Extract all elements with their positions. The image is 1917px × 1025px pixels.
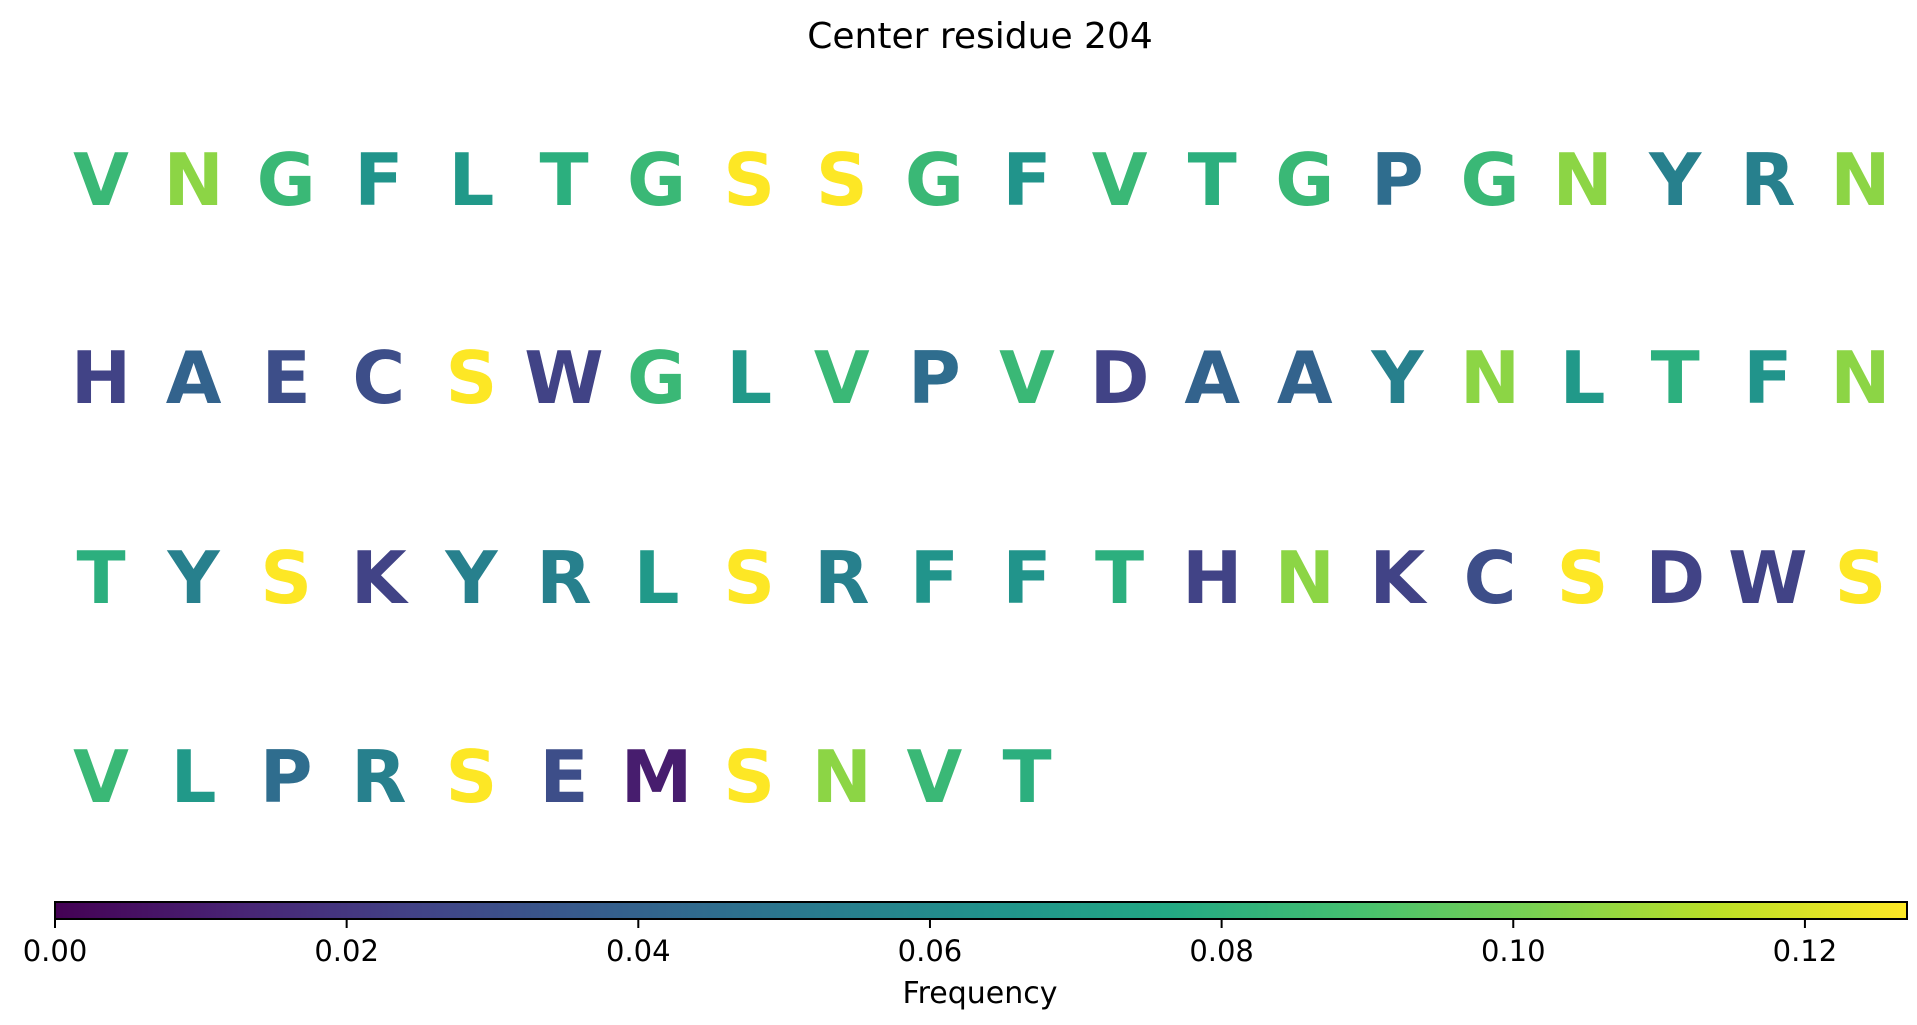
residue-letter: T [1651, 336, 1700, 420]
residue-letter: V [1092, 138, 1148, 222]
residue-letter: S [723, 536, 775, 620]
residue-letter: S [816, 138, 868, 222]
chart-title: Center residue 204 [807, 16, 1153, 57]
residue-letter: L [634, 536, 680, 620]
residue-letter: G [627, 336, 686, 420]
residue-letter: D [1090, 336, 1150, 420]
colorbar-tick-label: 0.12 [1773, 934, 1838, 968]
residue-letter: V [999, 336, 1055, 420]
residue-letter: R [351, 735, 406, 819]
residue-letter: C [352, 336, 405, 420]
residue-letter: T [1095, 536, 1144, 620]
residue-letter: A [1184, 336, 1240, 420]
residue-letter: A [166, 336, 222, 420]
residue-letter: M [621, 735, 693, 819]
residue-letter: S [445, 735, 497, 819]
residue-letter: N [1460, 336, 1520, 420]
residue-letter: H [1182, 536, 1242, 620]
residue-letter: W [1728, 536, 1807, 620]
residue-letter: E [539, 735, 588, 819]
residue-letter: N [1552, 138, 1612, 222]
residue-letter: V [73, 138, 129, 222]
residue-letter: T [1188, 138, 1237, 222]
residue-letter: S [260, 536, 312, 620]
residue-letter: F [1743, 336, 1792, 420]
residue-letter: P [260, 735, 313, 819]
colorbar-tick-label: 0.06 [898, 934, 963, 968]
residue-letter: N [1830, 138, 1890, 222]
residue-letter: S [723, 735, 775, 819]
residue-letter: S [445, 336, 497, 420]
residue-letter: V [814, 336, 870, 420]
residue-letter: Y [1648, 138, 1702, 222]
residue-letter: C [1464, 536, 1517, 620]
colorbar-gradient [54, 901, 1908, 920]
residue-letter: A [1277, 336, 1333, 420]
residue-letter: N [1830, 336, 1890, 420]
residue-letter: N [812, 735, 872, 819]
residue-letter: G [905, 138, 964, 222]
residue-letter: F [354, 138, 403, 222]
residue-letter: W [524, 336, 603, 420]
residue-letter: N [163, 138, 223, 222]
residue-letter: L [726, 336, 772, 420]
residue-letter: F [910, 536, 959, 620]
residue-letter: R [814, 536, 869, 620]
residue-letter: P [908, 336, 961, 420]
residue-letter: P [1371, 138, 1424, 222]
residue-letter: G [1460, 138, 1519, 222]
residue-letter: V [73, 735, 129, 819]
residue-letter: H [71, 336, 131, 420]
residue-letter: E [262, 336, 311, 420]
residue-letter: S [1557, 536, 1609, 620]
colorbar-tick-label: 0.04 [606, 934, 671, 968]
colorbar-tick-label: 0.08 [1189, 934, 1254, 968]
residue-letter: K [1370, 536, 1428, 620]
residue-letter: S [1834, 536, 1886, 620]
residue-letter: L [171, 735, 217, 819]
residue-letter: F [1002, 138, 1051, 222]
residue-letter: T [1002, 735, 1051, 819]
colorbar-tick-label: 0.10 [1481, 934, 1546, 968]
residue-letter: G [627, 138, 686, 222]
residue-letter: R [1740, 138, 1795, 222]
residue-letter: L [448, 138, 494, 222]
residue-letter: R [536, 536, 591, 620]
residue-letter: V [907, 735, 963, 819]
residue-letter: L [1560, 336, 1606, 420]
residue-letter: Y [444, 536, 498, 620]
residue-letter: N [1275, 536, 1335, 620]
residue-grid: V N G F L T G S S G F V T G P G N Y R NH A E C S W G L V P V D A A Y N L T F N… [71, 138, 1891, 819]
residue-letter: F [1002, 536, 1051, 620]
residue-letter: K [351, 536, 409, 620]
residue-letter: Y [1370, 336, 1424, 420]
residue-letter: G [1275, 138, 1334, 222]
residue-letter: Y [167, 536, 221, 620]
residue-letter: T [539, 138, 588, 222]
residue-letter: S [723, 138, 775, 222]
residue-letter: D [1645, 536, 1705, 620]
colorbar-tick-label: 0.00 [23, 934, 88, 968]
colorbar-tick-label: 0.02 [314, 934, 379, 968]
residue-letter: T [76, 536, 125, 620]
residue-letter: G [257, 138, 316, 222]
colorbar-ticks: 0.00 0.02 0.04 0.06 0.08 0.10 0.12 [23, 919, 1837, 968]
colorbar: 0.00 0.02 0.04 0.06 0.08 0.10 0.12 Frequency [23, 901, 1908, 1011]
colorbar-label: Frequency [903, 976, 1058, 1011]
